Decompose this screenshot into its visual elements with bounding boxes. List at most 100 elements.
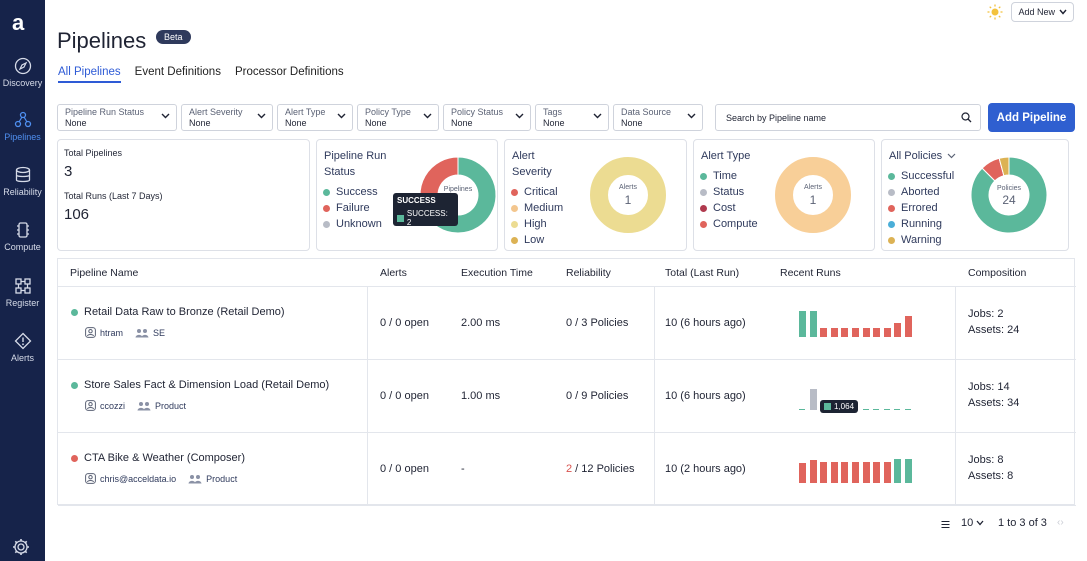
filter-alert-severity[interactable]: Alert Severity None [181, 104, 273, 131]
donut-slice[interactable] [590, 157, 666, 233]
run-bar[interactable] [841, 462, 849, 483]
sidebar-item-reliability[interactable]: Reliability [0, 166, 45, 197]
pagination-arrows[interactable]: ‹› [1057, 517, 1064, 528]
filter-data-source[interactable]: Data Source None [613, 104, 703, 131]
alert-severity-card[interactable]: Alert Severity Critical Medium High Low Aler… [504, 139, 687, 251]
filter-alert-type[interactable]: Alert Type None [277, 104, 353, 131]
run-bar[interactable] [862, 409, 869, 410]
run-bar[interactable] [852, 462, 859, 483]
chevron-left-icon[interactable]: ‹ [1057, 517, 1061, 528]
col-alerts[interactable]: Alerts [380, 267, 407, 279]
page-size-select[interactable]: 10 [961, 517, 984, 529]
legend-item: Unknown [323, 216, 382, 232]
run-bar[interactable] [799, 463, 806, 483]
execution-time: 2.00 ms [461, 317, 501, 329]
col-recent-runs[interactable]: Recent Runs [780, 267, 841, 279]
legend-swatch [888, 204, 895, 212]
chevron-down-icon [687, 113, 696, 119]
col-composition[interactable]: Composition [968, 267, 1027, 279]
run-bar[interactable] [883, 328, 891, 337]
run-bar[interactable] [830, 328, 838, 337]
run-bar[interactable] [862, 328, 870, 337]
recent-runs-chart[interactable] [799, 380, 919, 410]
sun-icon[interactable] [987, 4, 1003, 20]
search-input[interactable]: Search by Pipeline name [715, 104, 981, 131]
owner-name: chris@acceldata.io [100, 473, 177, 484]
alert-type-donut[interactable] [774, 156, 852, 234]
sidebar-item-compute[interactable]: Compute [0, 221, 45, 252]
run-bar[interactable] [873, 328, 881, 337]
recent-runs-chart[interactable] [799, 307, 919, 337]
run-bar[interactable] [905, 409, 911, 410]
pipeline-name-link[interactable]: CTA Bike & Weather (Composer) [84, 452, 245, 464]
run-bar[interactable] [799, 311, 806, 337]
legend-item: Aborted [888, 184, 954, 200]
tab-processor-definitions[interactable]: Processor Definitions [234, 66, 344, 78]
run-bar[interactable] [809, 389, 817, 410]
compass-icon [14, 57, 31, 75]
donut-slice[interactable] [775, 157, 851, 233]
run-bar[interactable] [820, 462, 828, 483]
pipeline-name-link[interactable]: Retail Data Raw to Bronze (Retail Demo) [84, 306, 285, 318]
sidebar-item-pipelines[interactable]: Pipelines [0, 111, 45, 142]
donut-slice[interactable] [998, 156, 1010, 177]
legend-item: Failure [323, 200, 382, 216]
run-bar[interactable] [799, 409, 805, 410]
run-bar[interactable] [894, 323, 902, 337]
sidebar-item-register[interactable]: Register [0, 277, 45, 308]
add-pipeline-button[interactable]: Add Pipeline [988, 103, 1075, 132]
donut-slice[interactable] [970, 156, 1048, 234]
pipeline-name-link[interactable]: Store Sales Fact & Dimension Load (Retai… [84, 379, 330, 391]
run-bar[interactable] [894, 409, 901, 410]
run-bar[interactable] [905, 459, 912, 483]
chevron-down-icon [976, 520, 984, 526]
cpu-icon [16, 222, 29, 238]
donut-center-value: 1 [809, 193, 817, 207]
filter-pipeline-run-status[interactable]: Pipeline Run Status None [57, 104, 177, 131]
run-bar[interactable] [852, 328, 859, 337]
run-bar[interactable] [894, 459, 902, 483]
col-reliability[interactable]: Reliability [566, 267, 611, 279]
gear-icon[interactable] [11, 537, 31, 557]
table-row[interactable]: Retail Data Raw to Bronze (Retail Demo) h… [58, 287, 1076, 360]
grid-icon [14, 278, 31, 294]
col-execution-time[interactable]: Execution Time [461, 267, 533, 279]
filter-policy-status[interactable]: Policy Status None [443, 104, 531, 131]
add-new-button[interactable]: Add New [1011, 2, 1074, 22]
run-bar[interactable] [873, 409, 880, 410]
sidebar: a Discovery Pipelines Reliability Comput… [0, 0, 45, 561]
run-bar[interactable] [905, 316, 912, 337]
filter-tags[interactable]: Tags None [535, 104, 609, 131]
filter-policy-type[interactable]: Policy Type None [357, 104, 439, 131]
card-title-2: Status [324, 166, 356, 178]
alert-severity-donut[interactable] [589, 156, 667, 234]
run-bar[interactable] [841, 328, 849, 337]
legend-label: Cost [713, 202, 736, 214]
sidebar-item-discovery[interactable]: Discovery [0, 57, 45, 88]
run-bar[interactable] [862, 462, 870, 483]
app-logo: a [12, 10, 25, 35]
run-bar[interactable] [830, 462, 838, 483]
run-bar[interactable] [873, 462, 881, 483]
run-bar[interactable] [883, 462, 891, 483]
table-header: Pipeline Name Alerts Execution Time Reli… [58, 259, 1076, 287]
policies-dropdown[interactable]: All Policies [889, 148, 956, 164]
policies-card[interactable]: All Policies Successful Aborted Errored Run… [881, 139, 1069, 251]
alert-type-card[interactable]: Alert Type Time Status Cost Compute Alerts … [693, 139, 875, 251]
col-pipeline-name[interactable]: Pipeline Name [70, 267, 139, 279]
table-row[interactable]: CTA Bike & Weather (Composer) chris@accel… [58, 433, 1076, 506]
sidebar-item-alerts[interactable]: Alerts [0, 332, 45, 363]
run-bar[interactable] [809, 311, 817, 337]
recent-runs-chart[interactable] [799, 453, 919, 483]
policies-donut[interactable] [970, 156, 1048, 234]
legend-item: Cost [700, 200, 758, 216]
table-row[interactable]: Store Sales Fact & Dimension Load (Retai… [58, 360, 1076, 433]
run-bar[interactable] [820, 328, 828, 337]
tab-event-definitions[interactable]: Event Definitions [134, 66, 221, 78]
run-status-card[interactable]: Pipeline Run Status Success Failure Unknown… [316, 139, 498, 251]
tab-all-pipelines[interactable]: All Pipelines [58, 66, 121, 83]
run-bar[interactable] [809, 460, 817, 483]
chevron-right-icon[interactable]: › [1060, 517, 1064, 528]
run-bar[interactable] [883, 409, 890, 410]
col-total-last-run[interactable]: Total (Last Run) [665, 267, 740, 279]
